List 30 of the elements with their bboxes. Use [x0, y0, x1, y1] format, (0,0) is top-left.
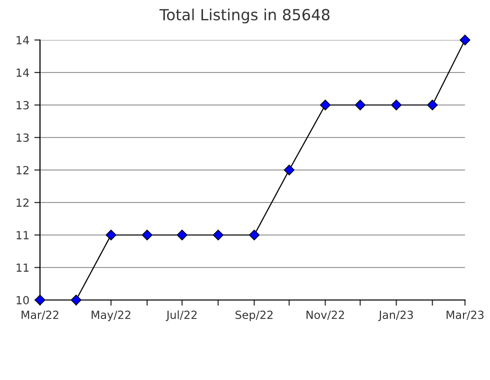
y-tick-label: 14: [16, 68, 29, 77]
y-tick-label: 13: [16, 133, 29, 142]
point: [70, 294, 82, 306]
y-tick-label: 11: [16, 264, 29, 272]
point: [248, 230, 260, 240]
y-tick-label: 13: [16, 100, 29, 110]
point: [320, 100, 331, 110]
chart-title: Total Listings in 85648: [159, 8, 330, 24]
point: [390, 100, 402, 110]
point: [284, 164, 295, 176]
point: [176, 230, 188, 240]
x-tick-label: Mar/22: [22, 310, 58, 320]
y-tick-label: 11: [16, 231, 29, 240]
y-tick-label: 10: [16, 296, 29, 304]
point: [460, 34, 470, 46]
point: [427, 100, 438, 110]
point: [212, 230, 224, 240]
point: [106, 230, 116, 240]
y-tick-label: 12: [16, 166, 28, 174]
y-tick-label: 12: [16, 198, 28, 207]
x-tick-label: Jan/23: [378, 310, 413, 322]
x-tick-label: Nov/22: [306, 310, 344, 320]
y-tick-label: 14: [16, 36, 29, 44]
x-tick-label: May/22: [92, 310, 130, 322]
point: [142, 230, 152, 240]
point: [34, 294, 46, 306]
x-tick-label: Jul/22: [166, 310, 197, 322]
x-tick-label: Mar/23: [446, 310, 484, 320]
point: [354, 100, 366, 110]
x-tick-label: Sep/22: [236, 310, 273, 322]
